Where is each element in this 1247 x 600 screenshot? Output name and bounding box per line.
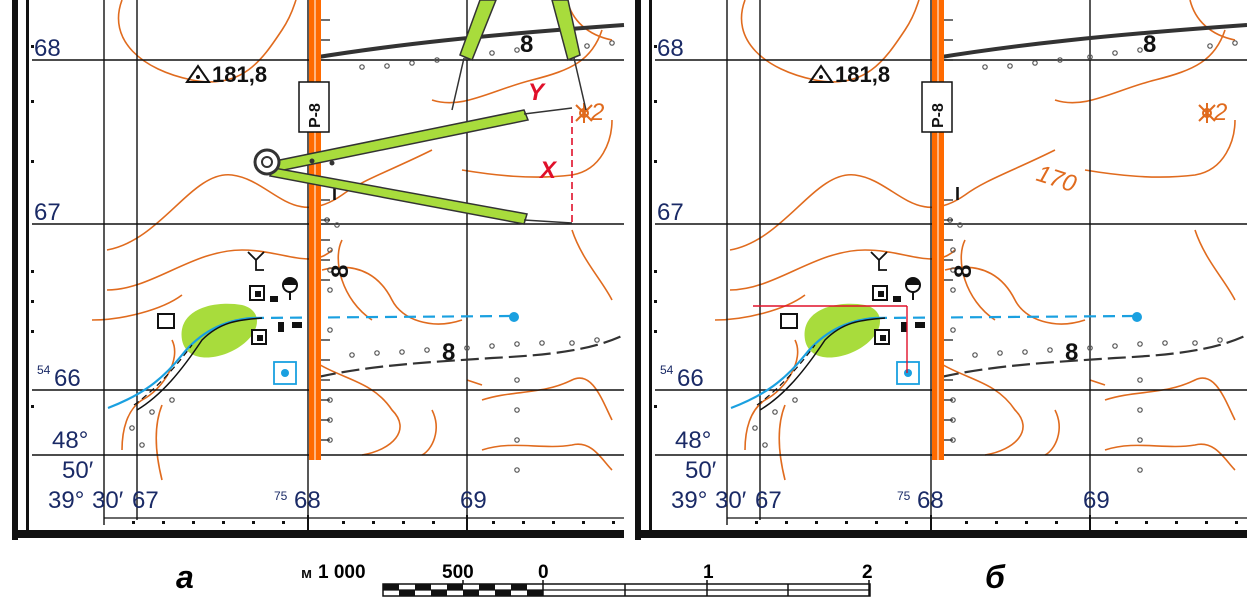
top-road-label: 8: [520, 31, 533, 58]
map-panel-b: Р-8 I 8 8 8 68 67 54 66 48° 50′ 39° 30′ …: [633, 0, 1247, 542]
grid-north-67: 67: [34, 199, 61, 226]
scale-tick-1: 1: [703, 562, 714, 583]
road-marker: I: [955, 184, 960, 204]
lon-min: 30′: [715, 487, 747, 514]
spot-height: 181,8: [835, 62, 890, 87]
grid-prefix-54: 54: [37, 363, 51, 377]
top-road-label: 8: [1143, 31, 1156, 58]
scale-tick-0: 0: [538, 562, 549, 583]
east-68: 68: [294, 487, 321, 514]
east-67: 67: [132, 487, 159, 514]
road-marker: I: [332, 184, 337, 204]
fence-label: 8: [1065, 339, 1078, 366]
grid-prefix-54: 54: [660, 363, 674, 377]
panel-label-a: а: [176, 559, 194, 595]
road-marker-8: 8: [327, 265, 354, 278]
grid-north-68: 68: [34, 35, 61, 62]
grid-north-66: 66: [677, 365, 704, 392]
measure-x: X: [538, 157, 558, 184]
lat-deg: 48°: [675, 427, 711, 454]
scale-bar: м 1 000 500 0 1 2: [301, 562, 873, 597]
spring-label: 2: [1213, 99, 1227, 126]
scale-tick-1000: 1 000: [318, 562, 366, 583]
grid-north-67: 67: [657, 199, 684, 226]
east-68: 68: [917, 487, 944, 514]
east-67: 67: [755, 487, 782, 514]
spot-height: 181,8: [212, 62, 267, 87]
lat-deg: 48°: [52, 427, 88, 454]
lon-deg: 39°: [48, 487, 84, 514]
lon-deg: 39°: [671, 487, 707, 514]
east-69: 69: [1083, 487, 1110, 514]
measure-y: Y: [528, 79, 546, 106]
lat-min: 50′: [62, 457, 94, 484]
divider-compass: [253, 0, 587, 225]
road-label: Р-8: [930, 103, 947, 128]
grid-north-68: 68: [657, 35, 684, 62]
spring-label: 2: [590, 99, 604, 126]
measurement-lines: [753, 305, 908, 373]
lat-min: 50′: [685, 457, 717, 484]
grid-north-66: 66: [54, 365, 81, 392]
fence-label: 8: [442, 339, 455, 366]
map-panel-a: Р-8 I 8 8 8 68 67 54 66 48° 50′ 39° 30′ …: [10, 0, 626, 542]
lon-min: 30′: [92, 487, 124, 514]
road-label: Р-8: [307, 103, 324, 128]
east-prefix-75: 75: [274, 489, 288, 503]
east-69: 69: [460, 487, 487, 514]
scale-unit: м: [301, 565, 312, 582]
road-marker-8: 8: [950, 265, 977, 278]
scale-tick-2: 2: [862, 562, 873, 583]
east-prefix-75: 75: [897, 489, 911, 503]
panel-label-b: б: [985, 559, 1006, 595]
scale-tick-500: 500: [442, 562, 474, 583]
